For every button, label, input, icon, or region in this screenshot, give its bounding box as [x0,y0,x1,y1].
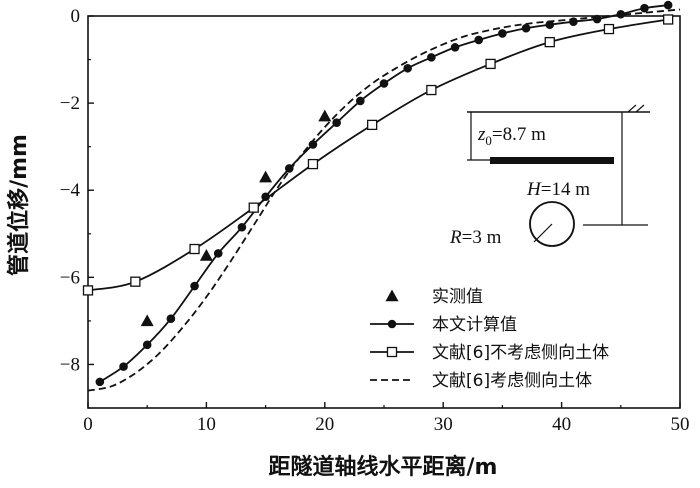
data-point [332,118,341,128]
legend-item-1: 实测值 [385,287,483,307]
data-point [450,43,460,52]
x-tick-label: 10 [197,414,216,435]
z0-label: z0=8.7 m [477,124,546,148]
x-tick-label: 20 [315,414,334,435]
data-point [485,58,496,70]
series-line [87,18,669,292]
data-point [356,96,365,106]
data-point [318,109,332,122]
radius-line [533,223,553,243]
data-point [284,164,294,173]
h-label: H=14 m [526,179,590,200]
data-point [189,243,200,255]
data-point [248,202,259,213]
data-point [403,63,412,73]
y-tick-label: 0 [71,6,81,27]
ground-marker-b [635,104,645,113]
axis-ticks: 0 10 20 30 40 50 0 −2 −4 −6 −8 [60,6,690,435]
data-point [474,35,484,45]
data-point [544,36,555,48]
y-tick-label: −4 [60,180,81,201]
data-point [592,14,602,24]
legend-swatch-marker [387,319,397,329]
data-point [640,3,649,13]
data-point [616,9,626,19]
data-point [259,170,273,183]
x-tick-label: 30 [434,414,453,435]
data-point [367,119,378,131]
data-point [498,29,507,38]
legend-label: 本文计算值 [432,315,517,335]
x-tick-label: 40 [552,414,571,435]
data-point [663,0,673,10]
series-4 [87,8,681,392]
data-point [199,249,213,261]
data-point [426,84,437,96]
x-axis-title: 距隧道轴线水平距离/m [269,454,498,480]
y-tick-label: −2 [60,93,80,114]
legend-item-2: 本文计算值 [370,315,517,335]
series-1 [140,109,332,327]
data-point [166,314,176,324]
tunnel-schematic: z0=8.7 m H=14 m R=3 m [449,104,650,248]
data-point [307,158,319,170]
data-point [663,14,674,25]
data-point [379,79,389,88]
data-point [603,23,615,35]
data-point [130,276,141,287]
y-axis-title: 管道位移/mm [6,134,32,276]
data-point [82,285,94,296]
series-layer [82,0,681,392]
y-tick-label: −8 [60,354,80,375]
x-tick-label: 0 [83,414,93,435]
legend-item-3: 文献[6]不考虑侧向土体 [370,343,609,363]
x-tick-label: 50 [671,414,690,435]
data-point [119,362,128,371]
data-point [427,53,436,62]
legend-label: 文献[6]考虑侧向土体 [432,371,592,391]
series-line [87,8,681,392]
data-point [545,20,555,30]
ground-marker-a [627,104,637,113]
r-label: R=3 m [449,227,502,248]
pipeline-bar [490,157,614,164]
data-point [237,222,247,232]
legend-label: 实测值 [432,287,483,307]
legend-swatch-marker [385,289,399,302]
series-3 [82,14,674,296]
legend-swatch-marker [386,346,398,358]
data-point [190,281,199,291]
data-point [521,23,531,33]
data-point [213,249,223,258]
data-point [142,340,152,350]
data-point [95,377,105,387]
legend-item-4: 文献[6]考虑侧向土体 [370,371,592,391]
y-tick-label: −6 [60,267,80,288]
legend-label: 文献[6]不考虑侧向土体 [432,343,609,363]
data-point [140,314,154,327]
data-point [261,192,270,202]
